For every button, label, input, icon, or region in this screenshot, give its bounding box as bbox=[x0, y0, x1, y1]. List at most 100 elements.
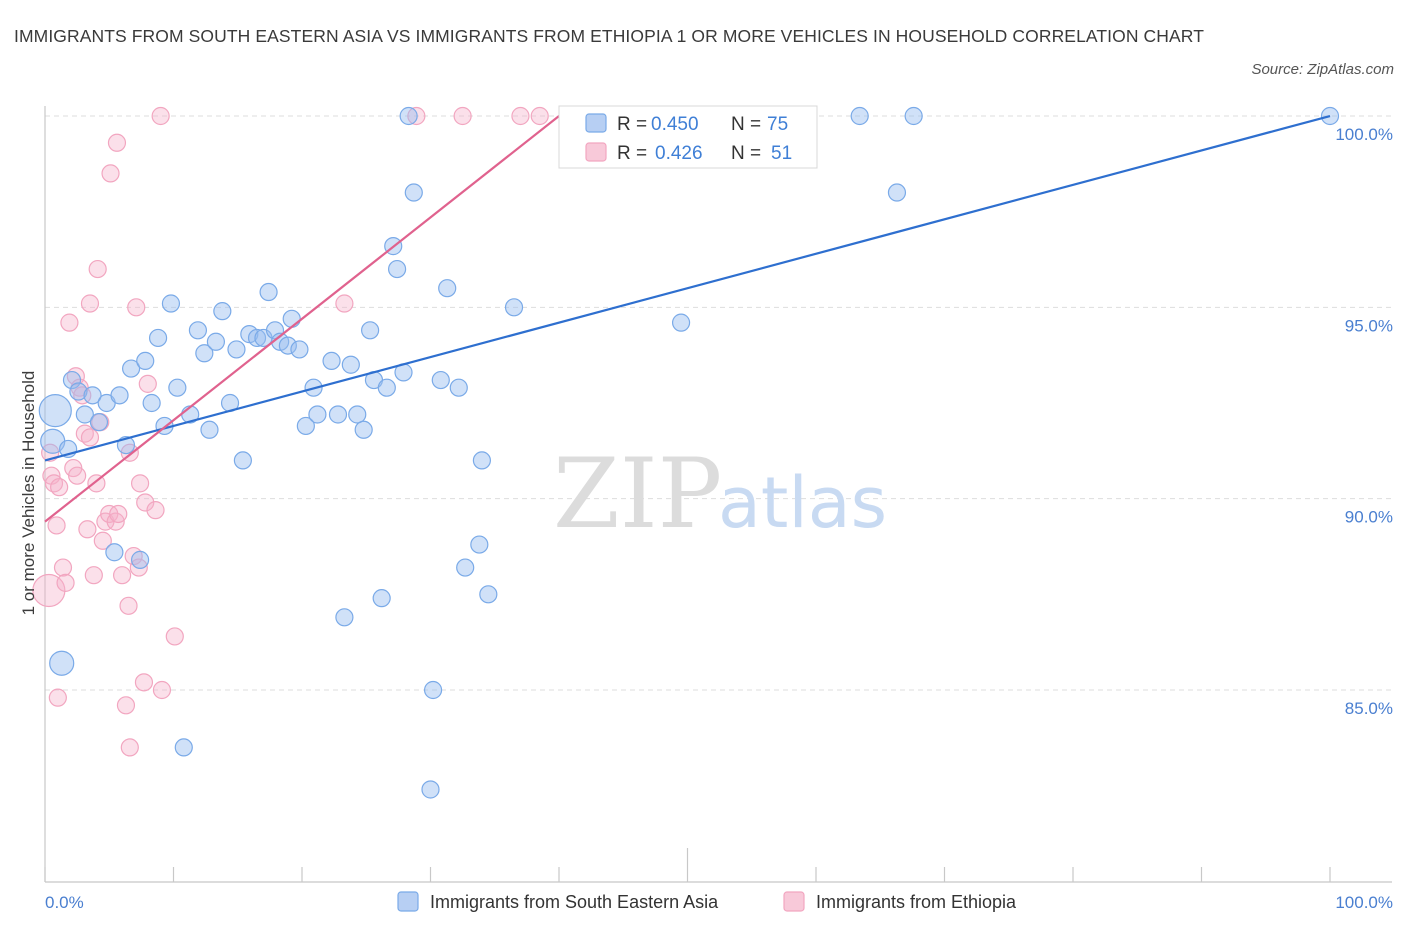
point-ethiopia bbox=[511, 106, 530, 126]
point-ethiopia bbox=[151, 106, 170, 126]
point-ethiopia bbox=[60, 313, 79, 332]
bottom-legend-label-blue: Immigrants from South Eastern Asia bbox=[430, 892, 719, 912]
point-se-asia bbox=[421, 780, 440, 799]
point-se-asia bbox=[322, 351, 341, 371]
point-se-asia bbox=[136, 351, 155, 371]
tick-labels: 85.0% 90.0% 95.0% 100.0% 0.0% 100.0% bbox=[45, 125, 1393, 912]
point-ethiopia bbox=[53, 558, 73, 577]
point-se-asia bbox=[259, 282, 278, 302]
point-se-asia bbox=[83, 386, 102, 405]
point-se-asia bbox=[328, 405, 348, 424]
point-se-asia bbox=[188, 321, 208, 340]
watermark-atlas: atlas bbox=[718, 462, 887, 544]
bottom-legend-swatch-pink bbox=[783, 891, 805, 912]
y-tick-label: 95.0% bbox=[1345, 316, 1393, 335]
point-ethiopia bbox=[68, 466, 87, 485]
point-se-asia bbox=[372, 589, 391, 608]
point-se-asia bbox=[504, 298, 524, 317]
point-se-asia bbox=[105, 543, 124, 562]
point-ethiopia bbox=[146, 501, 165, 520]
watermark-zip: ZIP bbox=[553, 438, 722, 550]
point-se-asia bbox=[456, 558, 475, 577]
point-ethiopia bbox=[109, 504, 128, 524]
point-se-asia bbox=[89, 413, 109, 432]
point-ethiopia bbox=[47, 516, 66, 535]
point-se-asia bbox=[335, 608, 354, 627]
y-tick-label: 100.0% bbox=[1335, 125, 1393, 144]
bottom-legend: Immigrants from South Eastern Asia Immig… bbox=[397, 891, 1017, 912]
point-ethiopia bbox=[134, 673, 154, 692]
legend-box: R = 0.450 N = 75 R = 0.426 N = 51 bbox=[558, 105, 818, 169]
point-se-asia bbox=[200, 420, 219, 439]
point-ethiopia bbox=[84, 566, 103, 585]
point-se-asia bbox=[174, 738, 193, 757]
point-se-asia bbox=[69, 382, 88, 401]
point-ethiopia bbox=[50, 478, 69, 497]
point-se-asia bbox=[470, 535, 489, 554]
point-ethiopia bbox=[78, 520, 97, 539]
point-se-asia bbox=[233, 451, 252, 470]
x-tick-label: 100.0% bbox=[1335, 893, 1393, 912]
point-se-asia bbox=[227, 340, 246, 359]
point-ethiopia bbox=[48, 688, 67, 707]
series-se-asia-points bbox=[38, 106, 1340, 799]
point-se-asia bbox=[377, 378, 396, 397]
point-se-asia bbox=[247, 328, 267, 348]
point-ethiopia bbox=[80, 428, 100, 447]
trend-line-se-asia bbox=[44, 114, 1331, 462]
legend-swatch-blue bbox=[585, 113, 607, 133]
legend-r-label-2: R = bbox=[617, 143, 647, 164]
point-se-asia bbox=[404, 183, 423, 202]
y-tick-label: 90.0% bbox=[1345, 508, 1393, 527]
legend-r-value-2: 0.426 bbox=[655, 143, 703, 164]
legend-n-label-1: N = bbox=[731, 114, 761, 135]
point-se-asia bbox=[341, 355, 360, 374]
point-ethiopia bbox=[130, 474, 150, 493]
point-ethiopia bbox=[56, 573, 75, 592]
bottom-legend-label-pink: Immigrants from Ethiopia bbox=[816, 892, 1017, 912]
point-se-asia bbox=[296, 416, 315, 436]
point-se-asia bbox=[438, 279, 457, 298]
legend-n-label-2: N = bbox=[731, 143, 761, 164]
source-note: Source: ZipAtlas.com bbox=[1251, 61, 1394, 78]
point-ethiopia bbox=[88, 259, 107, 279]
point-se-asia bbox=[348, 405, 367, 424]
point-se-asia bbox=[38, 394, 72, 428]
point-se-asia bbox=[354, 420, 373, 439]
point-se-asia bbox=[278, 336, 297, 355]
point-se-asia bbox=[161, 294, 181, 313]
trend-line-ethiopia bbox=[44, 115, 560, 523]
point-se-asia bbox=[290, 340, 309, 359]
point-ethiopia bbox=[165, 627, 184, 646]
point-ethiopia bbox=[101, 164, 120, 183]
point-se-asia bbox=[671, 313, 691, 332]
point-ethiopia bbox=[129, 558, 148, 577]
point-ethiopia bbox=[112, 566, 132, 585]
point-se-asia bbox=[130, 550, 150, 569]
x-tick-label: 0.0% bbox=[45, 893, 84, 912]
y-tick-label: 85.0% bbox=[1345, 699, 1393, 718]
point-se-asia bbox=[62, 370, 82, 390]
point-ethiopia bbox=[120, 738, 139, 757]
point-ethiopia bbox=[530, 106, 549, 126]
point-se-asia bbox=[472, 451, 491, 470]
point-ethiopia bbox=[127, 298, 146, 317]
point-ethiopia bbox=[107, 133, 127, 152]
point-ethiopia bbox=[136, 493, 155, 512]
legend-n-value-1: 75 bbox=[767, 114, 788, 135]
point-se-asia bbox=[195, 344, 214, 363]
y-axis-title: 1 or more Vehicles in Household bbox=[19, 371, 38, 616]
point-se-asia bbox=[423, 680, 443, 700]
point-se-asia bbox=[168, 378, 187, 397]
point-se-asia bbox=[213, 302, 232, 321]
point-se-asia bbox=[282, 309, 301, 328]
point-ethiopia bbox=[152, 680, 172, 700]
point-se-asia bbox=[479, 585, 498, 604]
point-se-asia bbox=[110, 386, 129, 405]
point-se-asia bbox=[399, 106, 418, 126]
point-se-asia bbox=[148, 328, 168, 348]
point-ethiopia bbox=[407, 106, 426, 126]
legend-r-label-1: R = bbox=[617, 114, 647, 135]
axes bbox=[44, 106, 1392, 883]
